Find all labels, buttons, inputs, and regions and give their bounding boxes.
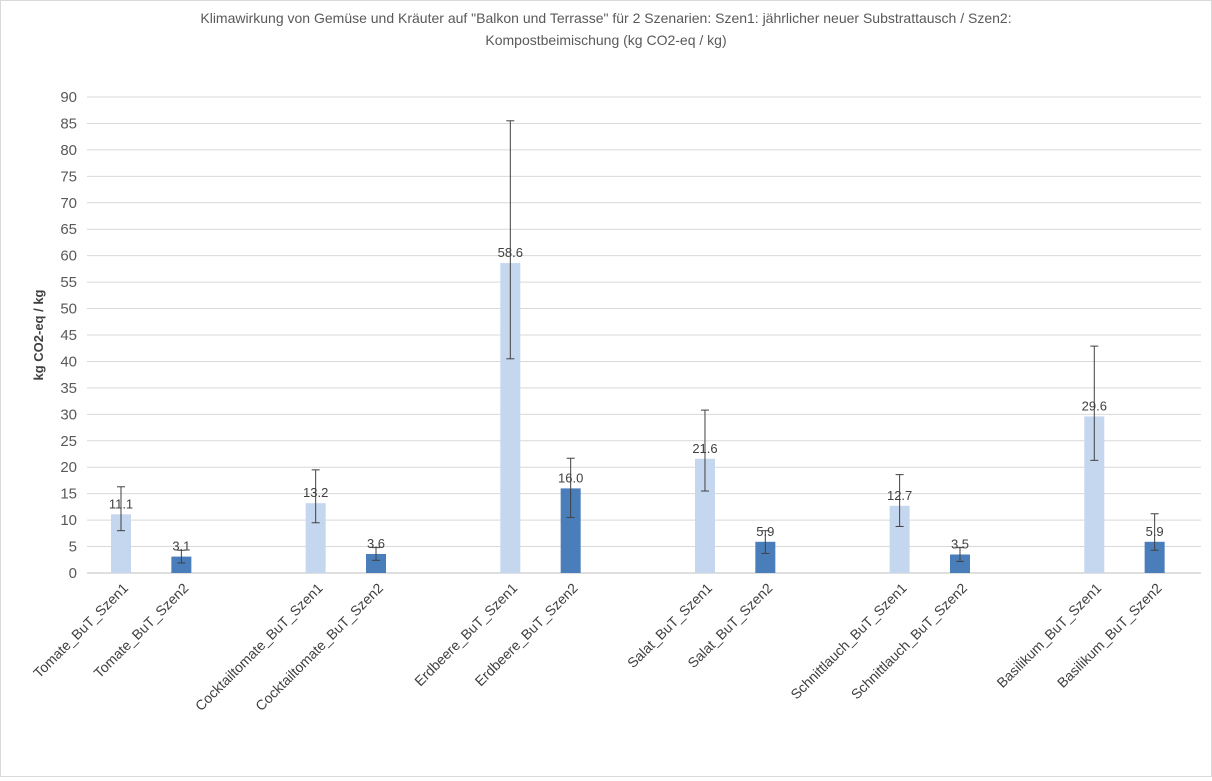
y-tick-label: 80 (60, 142, 77, 159)
data-label: 16.0 (558, 470, 583, 485)
error-bar (117, 486, 125, 532)
chart-title-line1: Klimawirkung von Gemüse und Kräuter auf … (200, 10, 1011, 26)
bar-Basilikum_BuT_Szen2 (1144, 541, 1165, 573)
y-tick-label: 15 (60, 486, 77, 503)
bar-Schnittlauch_BuT_Szen1 (889, 505, 910, 573)
y-tick-label: 45 (60, 327, 77, 344)
bar-Basilikum_BuT_Szen1 (1084, 416, 1105, 573)
error-bar (955, 547, 964, 562)
y-tick-label: 0 (69, 565, 77, 582)
data-label: 21.6 (692, 441, 717, 456)
x-tick-label: Basilikum_BuT_Szen1 (993, 580, 1104, 691)
y-tick-label: 25 (60, 433, 77, 450)
bar-Cocktailtomate_BuT_Szen2 (366, 553, 387, 573)
x-tick-label: Erdbeere_BuT_Szen1 (411, 580, 520, 689)
y-tick-label: 65 (60, 221, 77, 238)
x-tick-label: Cocktailtomate_BuT_Szen1 (192, 580, 326, 714)
y-tick-label: 10 (60, 512, 77, 529)
bar-Erdbeere_BuT_Szen2 (560, 488, 581, 573)
error-bar (506, 120, 515, 360)
error-bar (895, 474, 904, 527)
bar-Salat_BuT_Szen1 (694, 458, 715, 573)
y-tick-label: 35 (60, 380, 77, 397)
y-tick-label: 30 (60, 406, 77, 423)
data-label: 11.1 (109, 496, 133, 511)
error-bar (566, 457, 575, 518)
error-bar (1090, 345, 1099, 461)
data-label: 5.9 (1146, 524, 1164, 539)
error-bar (311, 469, 320, 524)
y-tick-label: 40 (60, 353, 77, 370)
error-bar (372, 547, 381, 561)
data-label: 3.5 (951, 536, 969, 551)
chart-title-line2: Kompostbeimischung (kg CO2-eq / kg) (485, 32, 726, 48)
bar-Salat_BuT_Szen2 (755, 541, 776, 573)
bar-Tomate_BuT_Szen1 (111, 514, 131, 573)
error-bar (1150, 513, 1159, 551)
data-label: 58.6 (498, 245, 523, 260)
bar-Schnittlauch_BuT_Szen2 (949, 554, 970, 573)
y-tick-label: 75 (60, 168, 77, 185)
error-bar (177, 549, 186, 564)
y-tick-label: 5 (69, 539, 77, 556)
x-tick-label: Erdbeere_BuT_Szen2 (472, 580, 581, 689)
error-bar (761, 530, 770, 554)
data-label: 5.9 (756, 524, 774, 539)
data-label: 29.6 (1082, 398, 1107, 413)
error-bar (700, 409, 709, 492)
y-tick-label: 60 (60, 248, 77, 265)
bar-Tomate_BuT_Szen2 (171, 556, 192, 573)
x-tick-label: Basilikum_BuT_Szen2 (1054, 580, 1165, 691)
y-tick-label: 20 (60, 459, 77, 476)
y-tick-label: 90 (60, 89, 77, 106)
y-tick-label: 85 (60, 115, 77, 132)
x-tick-label: Schnittlauch_BuT_Szen1 (787, 580, 910, 703)
data-label: 12.7 (887, 488, 912, 503)
y-tick-label: 55 (60, 274, 77, 291)
data-label: 13.2 (303, 485, 328, 500)
bar-Cocktailtomate_BuT_Szen1 (305, 503, 326, 573)
x-tick-label: Schnittlauch_BuT_Szen2 (848, 580, 971, 703)
data-label: 3.1 (172, 539, 190, 554)
x-tick-label: Cocktailtomate_BuT_Szen2 (252, 580, 386, 714)
data-label: 3.6 (367, 536, 385, 551)
y-tick-label: 70 (60, 195, 77, 212)
y-axis-label: kg CO2-eq / kg (31, 289, 46, 380)
bar-Erdbeere_BuT_Szen1 (500, 263, 521, 573)
y-tick-label: 50 (60, 301, 77, 318)
